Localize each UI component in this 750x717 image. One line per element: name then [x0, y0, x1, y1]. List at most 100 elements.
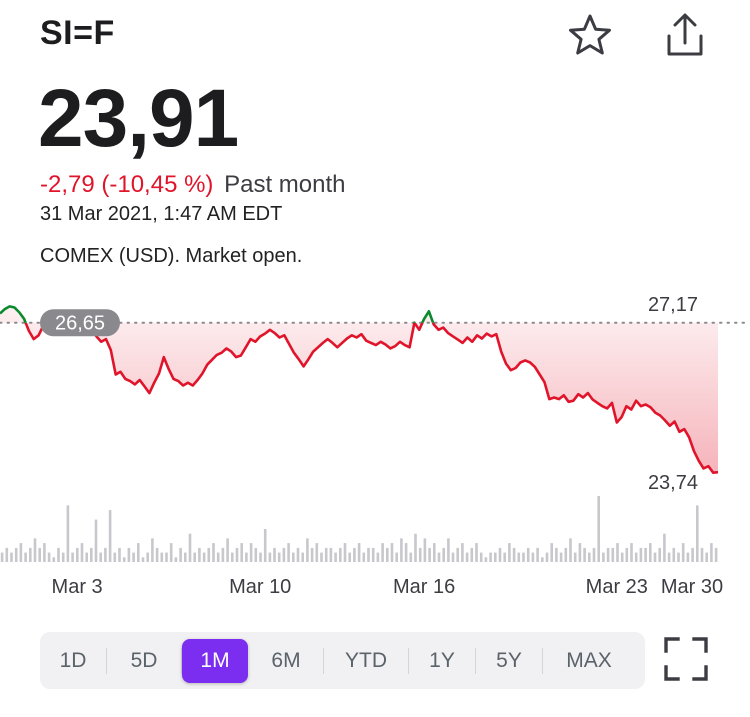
volume-bar [226, 538, 229, 562]
range-max[interactable]: MAX [566, 648, 612, 672]
volume-bar [522, 552, 525, 562]
volume-bar [404, 543, 408, 562]
volume-bar [536, 547, 539, 562]
range-5y[interactable]: 5Y [496, 648, 522, 672]
volume-bar [498, 547, 502, 562]
volume-bar [33, 538, 37, 562]
ticker-symbol: SI=F [40, 14, 115, 52]
range-ytd[interactable]: YTD [345, 648, 387, 672]
range-separator [475, 647, 476, 674]
volume-bar [686, 552, 690, 562]
volume-bar [43, 543, 46, 562]
volume-bar [160, 552, 164, 562]
volume-bar [400, 538, 403, 562]
price-area [0, 306, 718, 473]
price-change-row: -2,79 (-10,45 %) Past month [40, 171, 346, 199]
volume-bar [705, 552, 708, 562]
volume-bar [649, 543, 652, 562]
volume-bar [418, 547, 422, 562]
change-period-label: Past month [224, 171, 346, 198]
volume-bar [531, 552, 535, 562]
volume-bar [315, 543, 319, 562]
quote-timestamp: 31 Mar 2021, 1:47 AM EDT [40, 203, 283, 225]
volume-bar [503, 552, 506, 562]
x-axis-label: Mar 23 [586, 576, 648, 598]
volume-bar [442, 547, 445, 562]
volume-bar [57, 547, 60, 562]
volume-bar [569, 538, 572, 562]
volume-bar [428, 547, 431, 562]
volume-bar [620, 552, 624, 562]
volume-bar [616, 543, 619, 562]
volume-bar [245, 552, 248, 562]
volume-bar [484, 557, 488, 562]
volume-bar [263, 529, 267, 562]
volume-bar [578, 543, 582, 562]
volume-bar [10, 552, 13, 562]
volume-bar [353, 547, 356, 562]
volume-bar [127, 547, 131, 562]
x-axis-label: Mar 16 [393, 576, 455, 598]
volume-bar [90, 547, 93, 562]
volume-bar [653, 552, 657, 562]
volume-bar [667, 552, 671, 562]
volume-bar [348, 552, 351, 562]
volume-bar [169, 543, 173, 562]
price-chart[interactable]: 26,65 27,17 23,74 Mar 3 Mar 10 Mar 16 Mar 2… [0, 280, 750, 610]
volume-bar [639, 547, 643, 562]
volume-bar [588, 552, 591, 562]
volume-bar [681, 543, 685, 562]
volume-bar [489, 552, 492, 562]
volume-bar [658, 547, 661, 562]
volume-bar [583, 547, 586, 562]
volume-bar [80, 543, 84, 562]
x-axis-labels: Mar 3 Mar 10 Mar 16 Mar 23 Mar 30 [52, 576, 724, 598]
volume-bar [329, 547, 333, 562]
volume-bar [52, 557, 56, 562]
volume-bar [475, 543, 478, 562]
volume-bar [5, 547, 9, 562]
volume-bar [249, 543, 253, 562]
volume-bar [541, 557, 544, 562]
x-axis-label: Mar 30 [661, 576, 723, 598]
range-5d[interactable]: 5D [130, 648, 158, 672]
volume-bar [395, 552, 398, 562]
previous-close-value: 26,65 [55, 313, 105, 335]
volume-bar [461, 543, 464, 562]
volume-bar [550, 543, 553, 562]
volume-bar [526, 547, 530, 562]
volume-bar [644, 547, 647, 562]
volume-bars [0, 496, 718, 562]
volume-bar [71, 552, 74, 562]
range-1y[interactable]: 1Y [429, 648, 455, 672]
price-line-down [24, 322, 719, 474]
volume-bar [310, 547, 314, 562]
volume-bar [165, 552, 168, 562]
range-separator [542, 647, 543, 674]
share-button[interactable] [661, 10, 709, 60]
range-separator [106, 647, 107, 674]
volume-bar [334, 552, 337, 562]
volume-bar [212, 543, 215, 562]
watchlist-button[interactable] [566, 10, 614, 60]
range-1m[interactable]: 1M [182, 638, 248, 683]
exchange-status: COMEX (USD). Market open. [40, 245, 303, 267]
range-1d[interactable]: 1D [59, 648, 87, 672]
volume-bar [320, 552, 323, 562]
volume-bar [324, 547, 328, 562]
current-price: 23,91 [38, 73, 239, 164]
low-value-label: 23,74 [648, 472, 698, 494]
volume-bar [94, 519, 98, 562]
range-selector: 1D 5D 1M 6M YTD 1Y 5Y MAX [40, 632, 645, 689]
volume-bar [423, 538, 427, 562]
volume-bar [512, 547, 516, 562]
volume-bar [447, 538, 450, 562]
volume-bar [343, 543, 347, 562]
volume-bar [47, 552, 51, 562]
volume-bar [663, 533, 666, 562]
volume-bar [24, 552, 27, 562]
range-6m[interactable]: 6M [271, 648, 301, 672]
range-separator [323, 647, 324, 674]
volume-bar [630, 543, 633, 562]
fullscreen-button[interactable] [663, 636, 709, 682]
